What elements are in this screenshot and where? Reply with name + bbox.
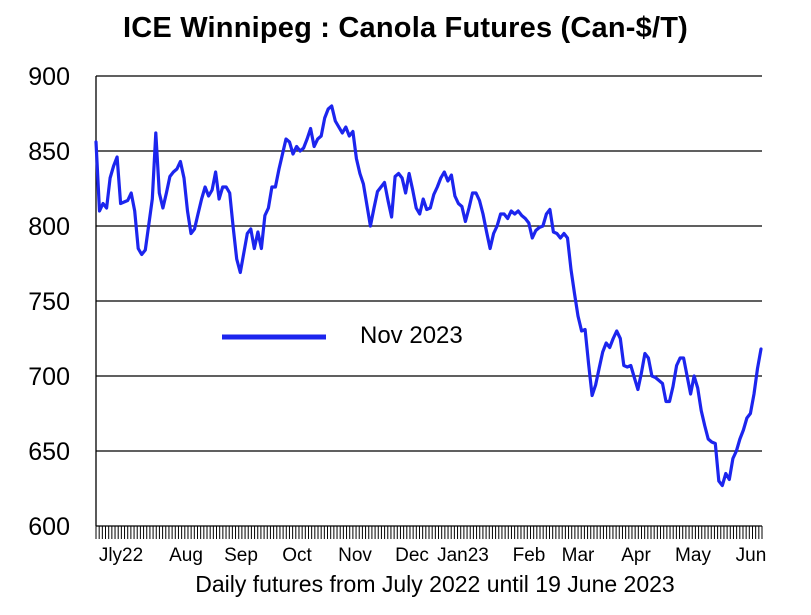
series-layer: [94, 104, 763, 488]
y-tick-label: 900: [28, 63, 70, 91]
y-axis-ticks: 900 850 800 750 700 650 600: [28, 63, 70, 541]
chart-title: ICE Winnipeg : Canola Futures (Can-$/T): [123, 12, 688, 44]
x-axis-ticks: Jly22 Aug Sep Oct Nov Dec Jan23 Feb Mar Apr May Jun: [99, 545, 767, 566]
y-tick-label: 750: [28, 288, 70, 316]
y-tick-label: 700: [28, 363, 70, 391]
y-tick-label: 650: [28, 438, 70, 466]
series-line: [94, 104, 763, 488]
x-tick-label: Sep: [224, 545, 258, 566]
legend-label: Nov 2023: [360, 322, 463, 349]
x-tick-label: Jan23: [437, 545, 489, 566]
legend: Nov 2023: [222, 322, 463, 349]
y-tick-label: 850: [28, 138, 70, 166]
x-axis-minor-ticks: [95, 526, 763, 539]
x-tick-label: Mar: [562, 545, 595, 566]
x-tick-label: Nov: [338, 545, 372, 566]
x-tick-label: Dec: [395, 545, 429, 566]
x-tick-label: Feb: [513, 545, 546, 566]
x-axis-label: Daily futures from July 2022 until 19 Ju…: [195, 571, 675, 597]
x-tick-label: Jun: [736, 545, 767, 566]
x-tick-label: Jly22: [99, 545, 143, 566]
x-tick-label: Apr: [621, 545, 651, 566]
y-tick-label: 800: [28, 213, 70, 241]
y-tick-label: 600: [28, 513, 70, 541]
x-tick-label: May: [675, 545, 711, 566]
x-tick-label: Aug: [169, 545, 203, 566]
grid-layer: [95, 75, 762, 527]
x-tick-label: Oct: [282, 545, 312, 566]
